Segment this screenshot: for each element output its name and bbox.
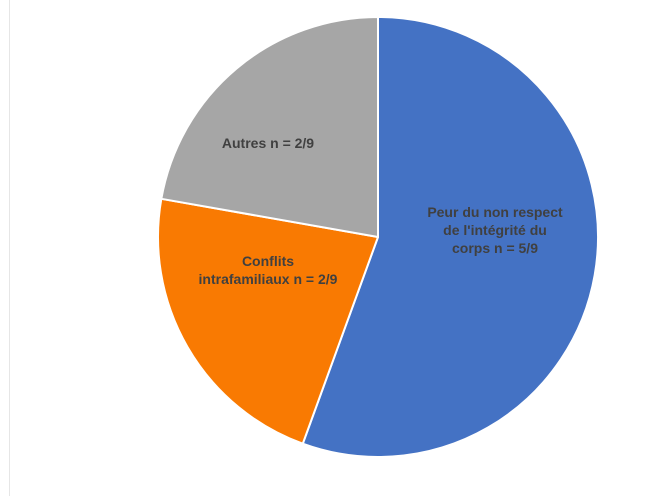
slice-label-2-line-2: intrafamiliaux n = 2/9 xyxy=(199,271,338,287)
pie-slice-3 xyxy=(160,16,379,238)
slice-label-3: Autres n = 2/9 xyxy=(222,135,314,151)
slice-label-1-line-1: Peur du non respect xyxy=(427,204,563,220)
slice-label-2-line-1: Conflits xyxy=(242,253,294,269)
pie-slice-2 xyxy=(157,197,379,445)
pie-slice-1 xyxy=(301,16,599,458)
slice-label-3-line-1: Autres n = 2/9 xyxy=(222,135,314,151)
slice-label-2: Conflits intrafamiliaux n = 2/9 xyxy=(199,253,338,287)
slice-label-1: Peur du non respect de l'intégrité du corp… xyxy=(427,204,563,256)
left-divider xyxy=(9,0,10,496)
slice-label-1-line-3: corps n = 5/9 xyxy=(452,240,538,256)
slice-label-1-line-2: de l'intégrité du xyxy=(443,222,547,238)
